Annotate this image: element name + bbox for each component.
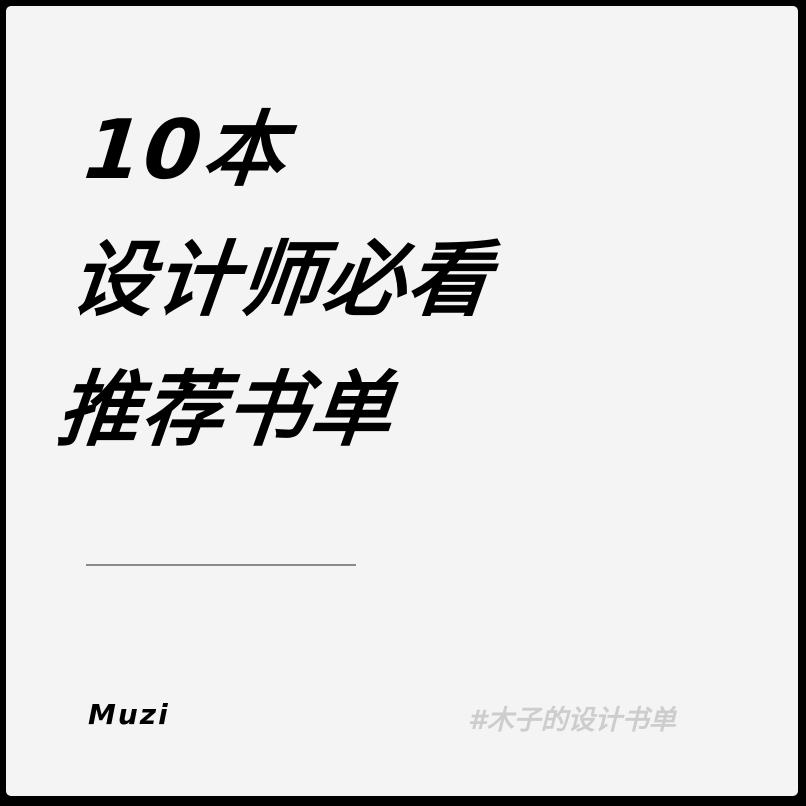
title-line-subject: 设计师必看 <box>66 233 497 328</box>
title-line-topic: 推荐书单 <box>52 363 399 458</box>
author-name: Muzi <box>88 698 170 731</box>
divider <box>86 564 356 566</box>
hashtag: #木子的设计书单 <box>468 705 676 736</box>
cover-card: 10本 设计师必看 推荐书单 Muzi #木子的设计书单 <box>6 6 798 796</box>
title-line-count: 10本 <box>80 103 293 198</box>
cover-title: 10本 设计师必看 推荐书单 <box>51 86 512 476</box>
